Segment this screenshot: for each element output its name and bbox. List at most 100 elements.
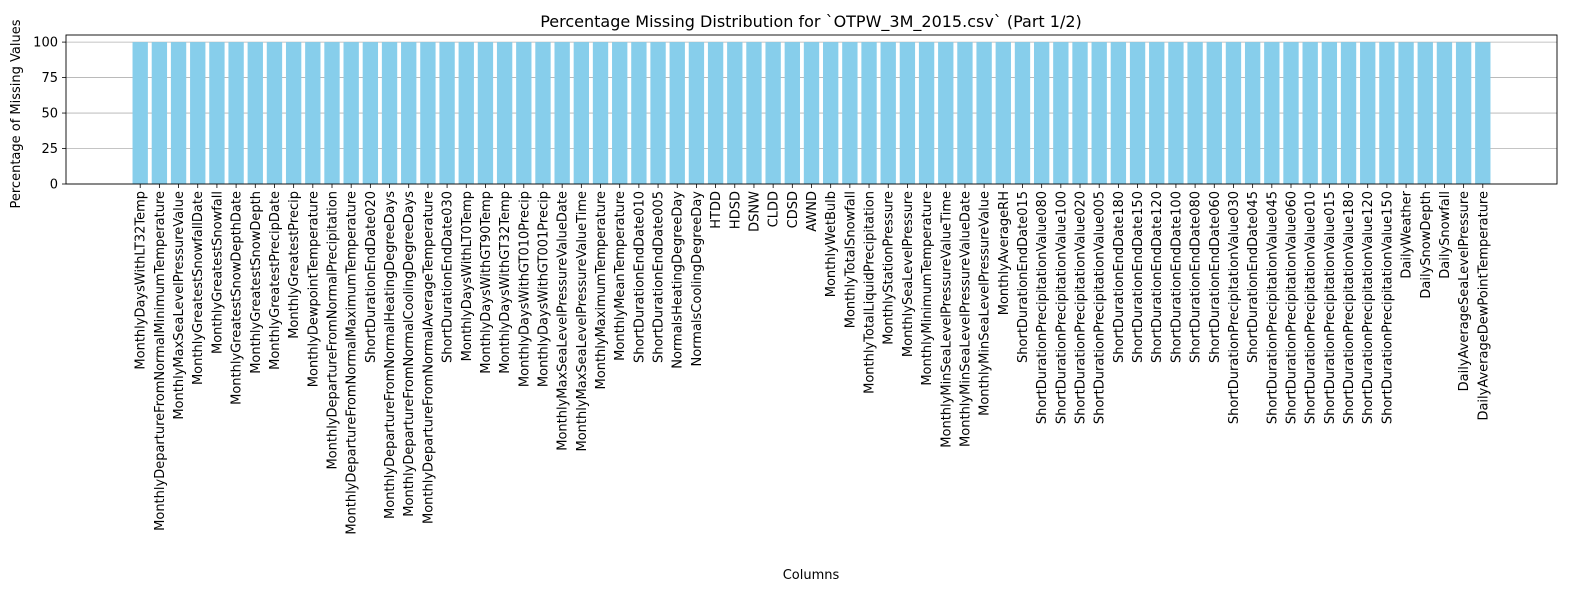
- bar: [746, 42, 762, 184]
- bar: [420, 42, 436, 184]
- bar: [1168, 42, 1184, 184]
- bar: [727, 42, 743, 184]
- x-tick-label: ShortDurationPrecipitationValue060: [1285, 191, 1300, 424]
- x-tick-label: DailyAverageDewPointTemperature: [1476, 191, 1491, 421]
- x-tick-label: ShortDurationEndDate015: [1016, 191, 1031, 363]
- x-tick-label: MonthlyMinSeaLevelPressureValue: [978, 191, 993, 416]
- x-tick-label: ShortDurationPrecipitationValue180: [1342, 191, 1357, 424]
- x-tick-label: MonthlyMinSeaLevelPressureValueTime: [939, 191, 954, 448]
- chart-title: Percentage Missing Distribution for `OTP…: [540, 12, 1082, 32]
- bar: [1455, 42, 1472, 184]
- x-tick-label: ShortDurationPrecipitationValue015: [1323, 191, 1338, 424]
- x-tick-label: MonthlyDaysWithGT001Precip: [536, 191, 551, 387]
- x-tick-label: DailyWeather: [1400, 190, 1415, 278]
- bar: [1129, 42, 1146, 184]
- bar: [631, 42, 647, 184]
- bar: [1379, 42, 1395, 184]
- bar: [1053, 42, 1069, 184]
- bar: [554, 42, 570, 184]
- bar: [247, 42, 263, 184]
- x-tick-label: NormalsCoolingDegreeDay: [690, 191, 705, 367]
- bars: [132, 42, 1491, 184]
- x-tick-label: HTDD: [709, 191, 724, 229]
- x-tick-label: MonthlyDepartureFromNormalHeatingDegreeD…: [383, 191, 398, 519]
- bar: [995, 42, 1011, 184]
- y-tick-label: 75: [41, 71, 58, 86]
- bar: [477, 42, 494, 184]
- x-tick-label: DSNW: [747, 191, 762, 232]
- bar: [842, 42, 858, 184]
- x-tick-label: DailyAverageSeaLevelPressure: [1457, 191, 1472, 391]
- x-tick-label: MonthlyTotalSnowfall: [843, 191, 858, 328]
- x-tick-label: ShortDurationEndDate060: [1208, 191, 1223, 363]
- x-tick-label: ShortDurationPrecipitationValue080: [1035, 191, 1050, 424]
- bar: [439, 42, 455, 184]
- bar: [765, 42, 781, 184]
- bar: [381, 42, 398, 184]
- bar: [899, 42, 916, 184]
- bar: [535, 42, 551, 184]
- bar: [1072, 42, 1088, 184]
- x-tick-label: MonthlySeaLevelPressure: [901, 191, 916, 357]
- bar: [1206, 42, 1222, 184]
- bar: [861, 42, 877, 184]
- y-axis-label: Percentage of Missing Values: [9, 19, 24, 208]
- bar: [1264, 42, 1280, 184]
- y-tick-label: 25: [41, 142, 58, 157]
- x-tick-label: MonthlyMaxSeaLevelPressureValueDate: [556, 191, 571, 451]
- bar: [688, 42, 705, 184]
- bar: [803, 42, 820, 184]
- x-tick-label: MonthlyDepartureFromNormalMinimumTempera…: [153, 191, 168, 531]
- x-tick-label: MonthlyDaysWithGT90Temp: [479, 191, 494, 374]
- y-ticks: 0 25 50 75 100: [33, 36, 66, 193]
- x-ticks: MonthlyDaysWithLT32Temp MonthlyDepartureF…: [134, 184, 1491, 535]
- x-tick-label: ShortDurationEndDate120: [1150, 191, 1165, 363]
- bar: [1244, 42, 1261, 184]
- x-tick-label: ShortDurationPrecipitationValue020: [1074, 191, 1089, 424]
- x-tick-label: MonthlyDaysWithLT0Temp: [460, 191, 475, 361]
- bar: [880, 42, 896, 184]
- bar: [324, 42, 340, 184]
- bar: [305, 42, 321, 184]
- x-tick-label: ShortDurationPrecipitationValue120: [1361, 191, 1376, 424]
- bar: [938, 42, 954, 184]
- x-tick-label: CDSD: [786, 191, 801, 228]
- x-tick-label: MonthlyDepartureFromNormalCoolingDegreeD…: [402, 191, 417, 517]
- bar: [228, 42, 244, 184]
- x-tick-label: HDSD: [728, 191, 743, 229]
- x-tick-label: MonthlyWetBulb: [824, 191, 839, 297]
- x-tick-label: AWND: [805, 191, 820, 232]
- bar: [1091, 42, 1107, 184]
- x-tick-label: ShortDurationEndDate080: [1189, 191, 1204, 363]
- bar: [209, 42, 225, 184]
- x-tick-label: ShortDurationPrecipitationValue100: [1054, 191, 1069, 424]
- bar: [190, 42, 206, 184]
- x-tick-label: MonthlyMaxSeaLevelPressureValueTime: [575, 191, 590, 451]
- x-tick-label: MonthlyDaysWithGT010Precip: [517, 191, 532, 387]
- x-tick-label: MonthlyGreatestSnowfall: [210, 191, 225, 354]
- bar: [707, 42, 724, 184]
- x-tick-label: MonthlyDepartureFromNormalPrecipitation: [326, 191, 341, 470]
- bar: [1149, 42, 1165, 184]
- x-tick-label: NormalsHeatingDegreeDay: [671, 191, 686, 369]
- x-tick-label: ShortDurationPrecipitationValue150: [1380, 191, 1395, 424]
- bar: [285, 42, 302, 184]
- bar: [1436, 42, 1453, 184]
- bar: [1033, 42, 1050, 184]
- bar: [918, 42, 935, 184]
- x-tick-label: MonthlyMaximumTemperature: [594, 191, 609, 389]
- x-tick-label: MonthlyDepartureFromNormalAverageTempera…: [421, 191, 436, 524]
- x-axis-label: Columns: [783, 568, 840, 583]
- x-tick-label: MonthlyDaysWithLT32Temp: [134, 191, 149, 370]
- bar: [1475, 42, 1491, 184]
- bar: [362, 42, 379, 184]
- x-tick-label: ShortDurationEndDate180: [1112, 191, 1127, 363]
- bar: [669, 42, 685, 184]
- x-tick-label: ShortDurationEndDate100: [1169, 191, 1184, 363]
- x-tick-label: ShortDurationPrecipitationValue005: [1093, 191, 1108, 424]
- x-tick-label: MonthlyAverageRH: [997, 191, 1012, 315]
- bar: [458, 42, 474, 184]
- bar: [1014, 42, 1031, 184]
- bar: [573, 42, 590, 184]
